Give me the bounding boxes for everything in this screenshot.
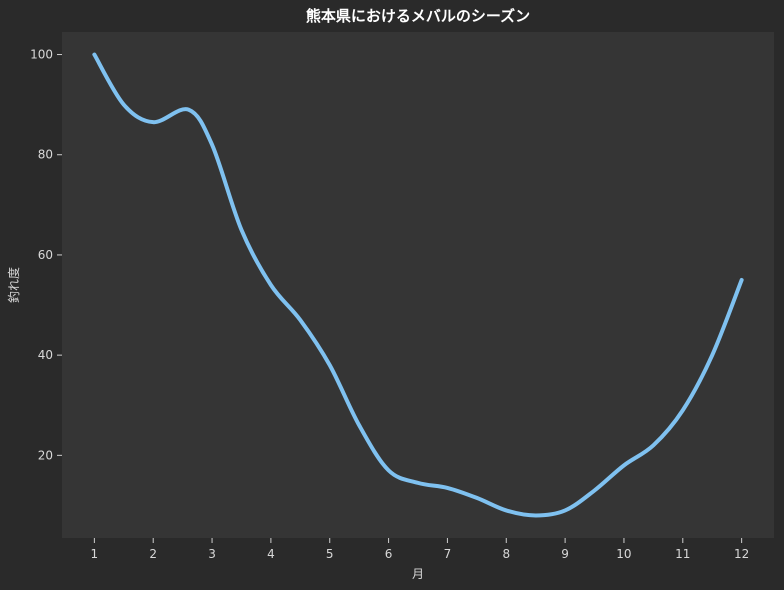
- x-tick-label: 10: [616, 547, 631, 561]
- plot-area: [62, 32, 774, 538]
- y-axis: 20 40 60 80 100: [30, 48, 62, 462]
- y-tick-label: 100: [30, 48, 53, 62]
- x-tick-label: 2: [149, 547, 157, 561]
- x-tick-label: 5: [326, 547, 334, 561]
- x-tick-label: 3: [208, 547, 216, 561]
- x-axis: 1 2 3 4 5 6 7 8 9 10 11 12: [91, 538, 749, 561]
- x-tick-label: 12: [734, 547, 749, 561]
- y-tick-label: 40: [38, 348, 53, 362]
- series-line: [92, 52, 744, 518]
- chart-title: 熊本県におけるメバルのシーズン: [306, 7, 530, 25]
- y-tick-label: 20: [38, 448, 53, 462]
- x-axis-label: 月: [412, 567, 424, 581]
- x-tick-label: 4: [267, 547, 275, 561]
- y-tick-label: 60: [38, 248, 53, 262]
- x-tick-label: 11: [675, 547, 690, 561]
- x-tick-label: 7: [444, 547, 452, 561]
- x-tick-label: 8: [502, 547, 510, 561]
- y-axis-label: 釣れ度: [6, 267, 21, 303]
- x-tick-label: 6: [385, 547, 393, 561]
- x-tick-label: 9: [561, 547, 569, 561]
- y-tick-label: 80: [38, 148, 53, 162]
- x-tick-label: 1: [91, 547, 99, 561]
